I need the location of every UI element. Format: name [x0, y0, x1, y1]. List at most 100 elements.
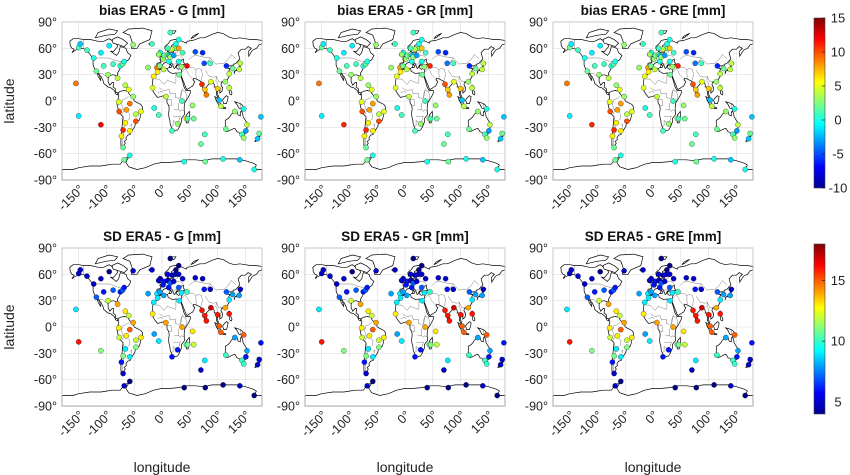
station-marker — [149, 41, 155, 47]
station-marker — [364, 58, 370, 65]
station-marker — [714, 289, 721, 295]
station-marker — [370, 354, 376, 360]
country-border — [671, 316, 679, 329]
station-marker — [445, 158, 452, 165]
station-marker — [133, 111, 139, 117]
lon-tick-label: -150° — [299, 182, 330, 213]
x-axis-label: longitude — [377, 459, 434, 475]
station-marker — [613, 82, 620, 88]
station-marker — [114, 301, 121, 307]
station-marker — [357, 75, 364, 81]
station-marker — [155, 112, 162, 118]
station-marker — [393, 73, 400, 80]
station-marker — [410, 29, 417, 36]
station-marker — [469, 297, 475, 303]
station-marker — [445, 86, 451, 93]
lon-tick-label: -150° — [56, 408, 87, 439]
station-marker — [596, 297, 602, 304]
station-marker — [690, 307, 696, 314]
station-marker — [651, 292, 658, 299]
land-arctic-islands — [337, 254, 362, 265]
station-marker — [735, 347, 741, 354]
station-marker — [581, 55, 588, 61]
country-border — [650, 87, 674, 99]
station-marker — [341, 49, 347, 56]
station-marker — [120, 370, 126, 377]
station-marker — [336, 68, 343, 74]
station-marker — [121, 383, 127, 389]
station-marker — [672, 158, 678, 165]
station-marker — [363, 353, 369, 359]
station-marker — [232, 108, 238, 115]
station-marker — [125, 312, 132, 319]
station-marker — [612, 157, 618, 163]
y-axis-label: latitude — [1, 304, 17, 349]
station-marker — [365, 82, 372, 88]
station-marker — [683, 275, 690, 281]
country-border — [696, 296, 712, 308]
station-marker — [618, 326, 624, 333]
station-marker — [422, 49, 429, 56]
station-marker — [123, 107, 130, 113]
station-marker — [73, 80, 79, 87]
station-marker — [640, 311, 647, 317]
station-marker — [75, 339, 82, 345]
station-marker — [179, 275, 186, 282]
station-marker — [692, 60, 698, 67]
station-marker — [84, 47, 90, 53]
station-marker — [122, 82, 129, 88]
station-marker — [445, 357, 451, 364]
station-marker — [442, 275, 449, 282]
station-marker — [597, 268, 603, 275]
lon-tick-label: 150° — [716, 182, 744, 210]
country-border — [174, 109, 185, 112]
station-marker — [486, 354, 492, 360]
country-border — [679, 74, 686, 82]
station-marker — [370, 378, 376, 385]
station-marker — [418, 271, 425, 278]
station-marker — [442, 81, 448, 88]
lat-tick-label: -60° — [34, 147, 57, 161]
station-marker — [717, 297, 723, 303]
station-marker — [127, 100, 133, 107]
station-marker — [693, 312, 699, 319]
country-border — [186, 65, 203, 81]
station-marker — [607, 334, 613, 341]
station-marker — [707, 323, 713, 329]
station-marker — [201, 60, 207, 67]
station-marker — [435, 275, 442, 281]
station-marker — [181, 158, 187, 165]
station-marker — [596, 71, 602, 78]
station-marker — [472, 291, 479, 298]
station-marker — [373, 42, 379, 48]
station-marker — [254, 135, 261, 142]
station-marker — [214, 311, 221, 318]
country-border — [431, 300, 438, 308]
station-marker — [327, 273, 333, 279]
country-border — [174, 335, 185, 338]
station-marker — [475, 108, 481, 115]
station-marker — [343, 289, 350, 295]
station-marker — [118, 133, 125, 139]
station-marker — [373, 319, 379, 326]
lon-tick-label: 100° — [440, 408, 468, 436]
station-marker — [368, 312, 375, 319]
station-marker — [199, 49, 206, 56]
station-marker — [731, 361, 738, 367]
station-marker — [237, 60, 244, 67]
station-marker — [145, 64, 151, 71]
lon-tick-label: 100° — [197, 408, 225, 436]
station-marker — [421, 64, 428, 70]
lat-tick-label: 60° — [281, 42, 300, 56]
country-border — [429, 291, 446, 307]
station-marker — [115, 325, 122, 331]
station-marker — [106, 268, 112, 275]
lon-tick-label: 0° — [395, 182, 413, 200]
country-border — [686, 295, 688, 306]
country-border — [188, 281, 211, 286]
lat-tick-label: 0° — [45, 95, 57, 109]
station-marker — [198, 141, 204, 147]
station-marker — [251, 166, 257, 173]
station-marker — [487, 347, 493, 354]
land-baffin — [111, 262, 129, 274]
